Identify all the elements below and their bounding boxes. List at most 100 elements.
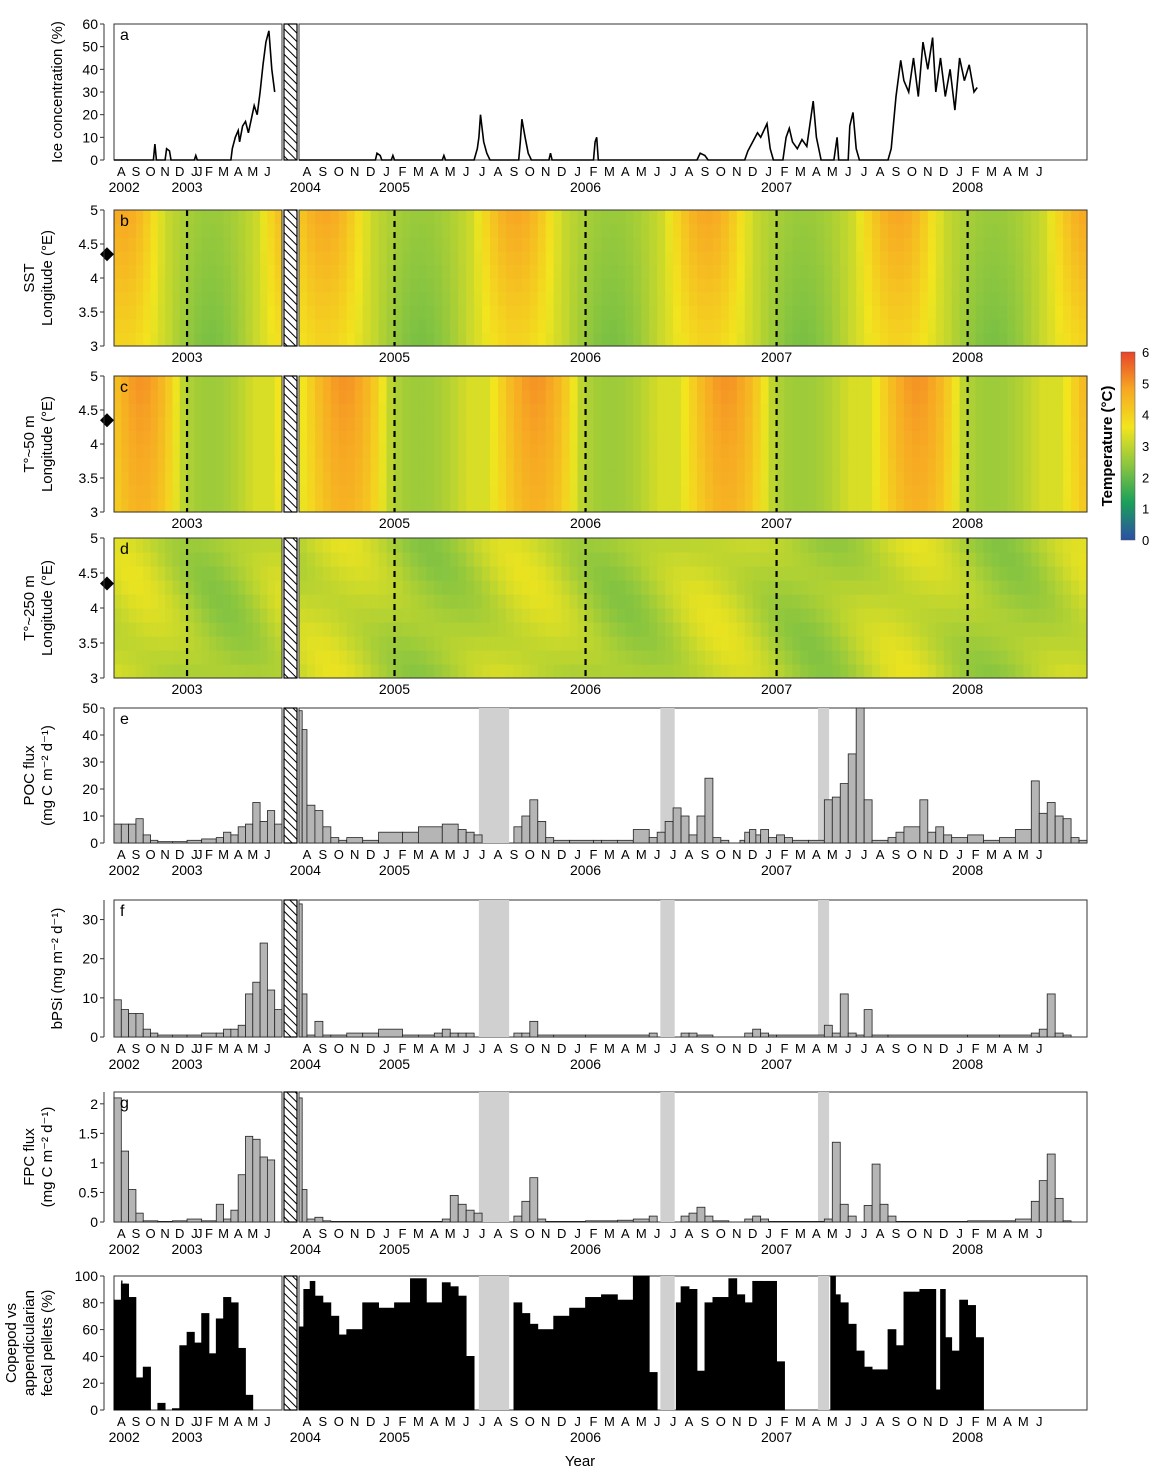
heatmap-cell: [832, 403, 841, 418]
heatmap-cell: [617, 594, 626, 609]
y-tick-label: 0: [90, 152, 98, 168]
heatmap-cell: [991, 608, 1001, 623]
heatmap-cell: [157, 416, 166, 431]
heatmap-cell: [450, 278, 459, 293]
heatmap-cell: [306, 471, 316, 486]
heatmap-cell: [505, 552, 515, 567]
heatmap-cell: [943, 566, 953, 581]
x-month-label: J: [196, 1414, 203, 1429]
heatmap-cell: [736, 376, 746, 391]
heatmap-cell: [490, 444, 499, 459]
heatmap-cell: [394, 318, 404, 333]
heatmap-cell: [537, 318, 547, 333]
heatmap-cell: [370, 403, 380, 418]
heatmap-cell: [1015, 594, 1024, 609]
heatmap-cell: [991, 622, 1001, 637]
bar: [940, 1289, 946, 1411]
heatmap-cell: [601, 471, 611, 486]
x-month-label: S: [319, 164, 328, 179]
heatmap-cell: [150, 332, 159, 347]
heatmap-cell: [975, 552, 985, 567]
x-month-label: M: [986, 1414, 997, 1429]
heatmap-cell: [418, 608, 427, 623]
heatmap-cell: [951, 580, 961, 595]
heatmap-cell: [252, 223, 261, 238]
heatmap-cell: [450, 430, 459, 445]
heatmap-cell: [513, 223, 523, 238]
heatmap-cell: [150, 250, 159, 265]
heatmap-cell: [230, 471, 239, 486]
heatmap-cell: [490, 416, 499, 431]
heatmap-cell: [402, 318, 412, 333]
heatmap-cell: [505, 403, 515, 418]
heatmap-cell: [625, 538, 634, 553]
heatmap-cell: [1023, 622, 1032, 637]
heatmap-cell: [999, 430, 1009, 445]
heatmap-cell: [201, 608, 210, 623]
heatmap-cell: [1055, 552, 1064, 567]
heatmap-cell: [728, 566, 738, 581]
heatmap-cell: [840, 237, 849, 252]
heatmap-cell: [1015, 278, 1024, 293]
heatmap-cell: [426, 457, 435, 472]
plot-frame-right: [298, 899, 1088, 1038]
heatmap-cell: [267, 444, 276, 459]
heatmap-cell: [569, 291, 579, 306]
heatmap-cell: [442, 250, 451, 265]
heatmap-cell: [187, 210, 195, 225]
heatmap-cell: [121, 291, 130, 306]
heatmap-cell: [150, 484, 159, 499]
heatmap-cell: [617, 566, 626, 581]
heatmap-cell: [402, 650, 412, 665]
heatmap-cell: [458, 552, 467, 567]
heatmap-cell: [935, 416, 945, 431]
heatmap-cell: [776, 650, 786, 665]
heatmap-cell: [776, 538, 786, 553]
x-month-label: M: [218, 1414, 229, 1429]
x-month-label: D: [748, 1414, 757, 1429]
heatmap-cell: [187, 538, 195, 553]
heatmap-cell: [354, 650, 364, 665]
heatmap-cell: [768, 291, 778, 306]
heatmap-cell: [466, 210, 475, 225]
heatmap-cell: [338, 484, 348, 499]
heatmap-cell: [999, 457, 1009, 472]
heatmap-cell: [410, 416, 419, 431]
heatmap-cell: [426, 430, 435, 445]
heatmap-cell: [681, 457, 690, 472]
heatmap-cell: [736, 457, 746, 472]
heatmap-cell: [880, 223, 889, 238]
heatmap-cell: [230, 566, 239, 581]
bar: [457, 829, 467, 844]
mooring-marker: [100, 576, 114, 591]
x-month-label: M: [445, 164, 456, 179]
heatmap-cell: [935, 318, 945, 333]
bar: [879, 1203, 889, 1223]
heatmap-cell: [322, 484, 332, 499]
heatmap-cell: [999, 650, 1009, 665]
heatmap-cell: [673, 430, 682, 445]
heatmap-cell: [895, 223, 905, 238]
bar: [648, 837, 658, 844]
heatmap-cell: [1071, 484, 1080, 499]
heatmap-cell: [832, 650, 841, 665]
heatmap-cell: [426, 498, 435, 513]
heatmap-cell: [362, 608, 372, 623]
heatmap-cell: [696, 498, 706, 513]
bar: [776, 834, 785, 844]
heatmap-cell: [1063, 498, 1072, 513]
bar: [441, 1282, 451, 1411]
x-month-label: O: [145, 1226, 155, 1241]
heatmap-cell: [951, 210, 961, 225]
heatmap-cell: [121, 430, 130, 445]
heatmap-cell: [872, 636, 881, 651]
heatmap-cell: [362, 291, 372, 306]
heatmap-cell: [895, 416, 905, 431]
heatmap-cell: [951, 608, 961, 623]
heatmap-cell: [657, 457, 666, 472]
heatmap-cell: [505, 594, 515, 609]
x-month-label: J: [191, 1041, 198, 1056]
heatmap-cell: [545, 484, 555, 499]
heatmap-cell: [991, 291, 1001, 306]
